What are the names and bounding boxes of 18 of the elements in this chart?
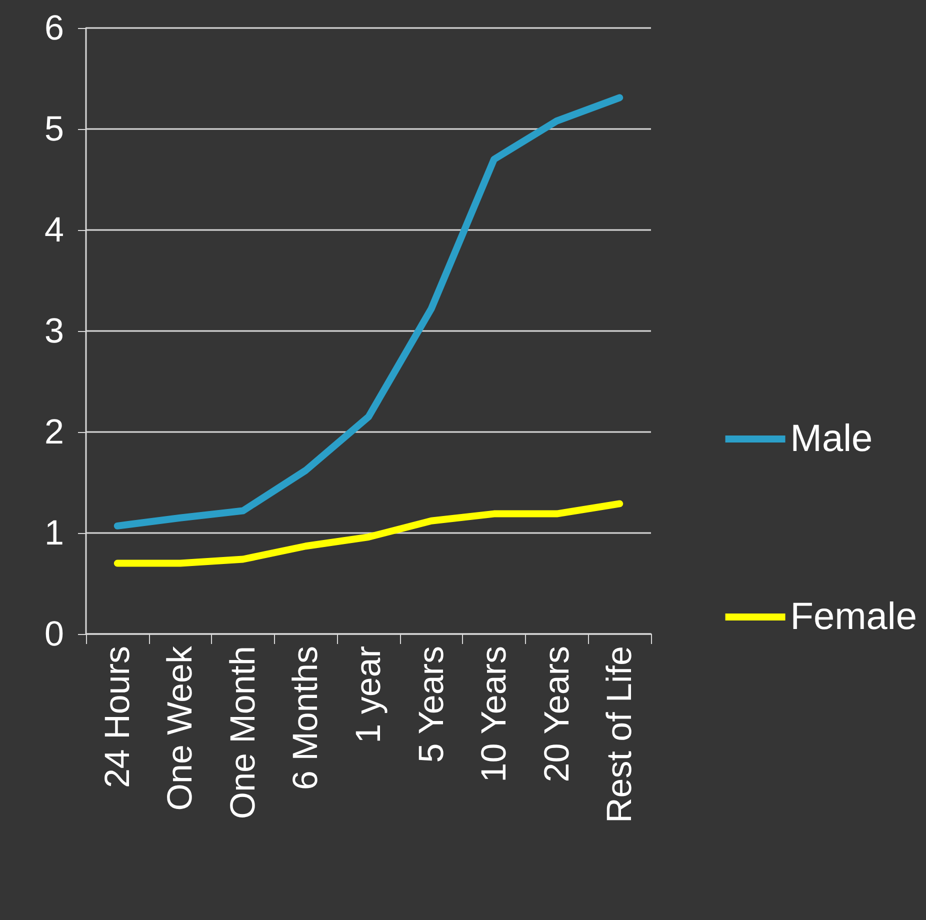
- x-tick-label: Rest of Life: [600, 646, 640, 824]
- y-tick-label: 2: [44, 412, 64, 452]
- y-tick-label: 5: [44, 110, 64, 148]
- legend-label: Female: [790, 596, 918, 638]
- x-tick-label: 20 Years: [537, 646, 576, 782]
- x-tick-label: One Week: [160, 646, 200, 811]
- y-tick-label: 4: [44, 210, 64, 250]
- x-tick-label: 10 Years: [474, 646, 514, 782]
- y-tick-label: 1: [44, 514, 64, 552]
- x-tick-label: One Month: [223, 646, 262, 820]
- x-tick-label: 6 Months: [286, 646, 326, 790]
- x-tick-label: 5 Years: [412, 646, 451, 763]
- legend-label: Male: [790, 418, 873, 460]
- x-tick-label: 1 year: [349, 646, 388, 744]
- y-tick-label: 0: [44, 614, 64, 654]
- x-tick-label: 24 Hours: [98, 646, 137, 788]
- y-tick-label: 6: [44, 8, 64, 48]
- y-tick-label: 3: [44, 312, 64, 350]
